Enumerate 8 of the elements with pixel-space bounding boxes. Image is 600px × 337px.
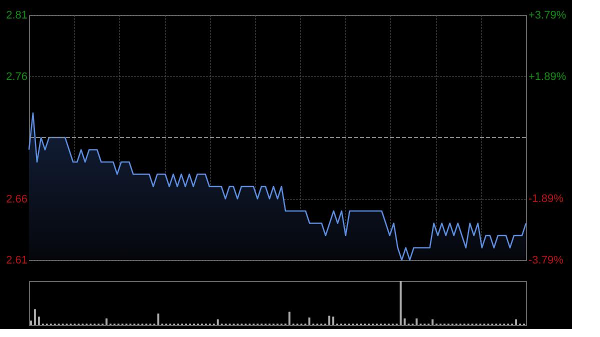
- y-tick-label: 2.81: [6, 10, 28, 22]
- y-tick-label: 2.61: [6, 254, 28, 266]
- y2-tick-label: -3.79%: [528, 254, 564, 266]
- y2-tick-label: +1.89%: [528, 70, 566, 83]
- y-tick-label: 2.66: [6, 193, 28, 206]
- y2-tick-label: -1.89%: [528, 193, 564, 206]
- y-tick-label: 2.76: [6, 70, 28, 83]
- y2-tick-label: +3.79%: [528, 10, 566, 22]
